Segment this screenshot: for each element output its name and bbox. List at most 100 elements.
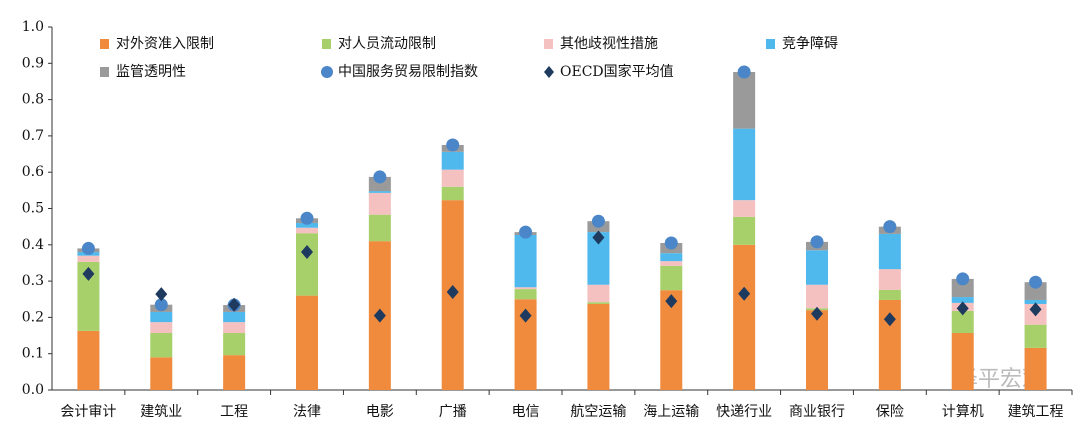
bar-segment [806,310,828,390]
bar-segment [150,311,173,323]
bar-segment [733,128,756,201]
legend-label: 中国服务贸易限制指数 [338,64,478,80]
x-tick-label: 快递行业 [716,404,772,420]
bar-segment [951,297,974,303]
bar-segment [296,233,318,296]
legend-swatch [544,66,554,78]
bar-segment [368,214,391,242]
x-tick-label: 商业银行 [789,404,845,420]
bar-segment [514,289,537,300]
marker [591,214,605,228]
marker [810,235,824,249]
bar-segment [806,284,828,309]
bar-segment [733,216,756,245]
x-tick-label: 广播 [439,404,467,420]
bar-segment [806,250,828,285]
bar-segment [514,234,537,288]
bar-segment [587,232,610,285]
x-tick-label: 建筑业 [140,404,182,420]
bar-segment [150,357,173,390]
bar-segment [878,269,901,290]
bar-segment [660,261,683,266]
legend-swatch [544,39,553,49]
x-tick-label: 海上运输 [643,404,699,420]
legend-swatch [321,66,333,78]
marker [883,220,897,234]
bar-segment [951,310,974,334]
bar-segment [368,192,391,215]
bar-segment [368,191,391,193]
bar-segment [296,223,318,228]
y-tick-label: 1.0 [22,19,44,35]
bar-segment [660,253,683,262]
x-tick-label: 法律 [293,404,321,420]
marker [665,294,678,309]
bar-segment [223,333,246,356]
legend-label: 对外资准入限制 [116,36,214,52]
marker [373,308,386,323]
marker [592,230,605,245]
y-tick-label: 0.1 [22,346,44,362]
bar-segment [514,299,537,390]
marker [519,225,533,239]
bar-segment [951,278,974,298]
x-tick-label: 航空运输 [570,404,626,420]
bar-segment [223,322,246,334]
bar-segment [1024,324,1047,348]
marker [155,287,168,302]
bar-segment [587,284,610,303]
marker [1029,275,1043,289]
bar-segment [514,287,537,290]
y-tick-label: 0.7 [22,128,44,144]
y-tick-label: 0.4 [22,237,44,253]
bar-segment [150,333,173,358]
marker [154,298,168,312]
x-tick-label: 电影 [366,404,394,420]
marker [446,138,460,152]
marker [81,241,95,255]
bar-segment [587,303,610,390]
bar-segment [441,169,464,187]
marker [738,286,751,301]
marker [300,211,314,225]
bar-segment [441,186,464,201]
marker [664,236,678,250]
marker [301,245,313,260]
bar-segment [733,72,756,129]
marker [446,284,459,299]
marker [1029,302,1042,317]
y-tick-label: 0.6 [22,164,44,180]
x-tick-label: 会计审计 [60,404,116,420]
bar-segment [441,151,464,170]
marker [883,312,896,327]
x-tick-label: 保险 [876,404,904,420]
bar-segment [733,244,756,390]
legend-swatch [766,39,775,49]
legend-swatch [100,39,109,49]
bar-segment [733,200,756,217]
bar-segment [77,261,100,331]
y-tick-label: 0.5 [22,201,44,217]
bar-segment [1024,347,1047,390]
bar-segment [587,302,610,304]
bar-segment [223,311,246,323]
marker [519,308,532,323]
marker [373,170,387,184]
legend-swatch [322,39,331,49]
bar-segment [660,290,683,390]
legend-label: 其他歧视性措施 [560,36,658,52]
bar-segment [296,227,318,234]
bar-segment [77,255,100,262]
bar-segment [878,299,901,390]
marker [82,266,95,281]
marker [737,65,751,79]
x-tick-label: 建筑工程 [1008,404,1064,420]
y-tick-label: 0.0 [22,382,44,398]
bar-segment [77,330,100,390]
bar-segment [1024,282,1047,300]
bar-segment [1024,299,1047,304]
x-tick-label: 工程 [220,404,248,420]
legend-label: 竞争障碍 [782,35,838,52]
legend-swatch [100,67,109,77]
